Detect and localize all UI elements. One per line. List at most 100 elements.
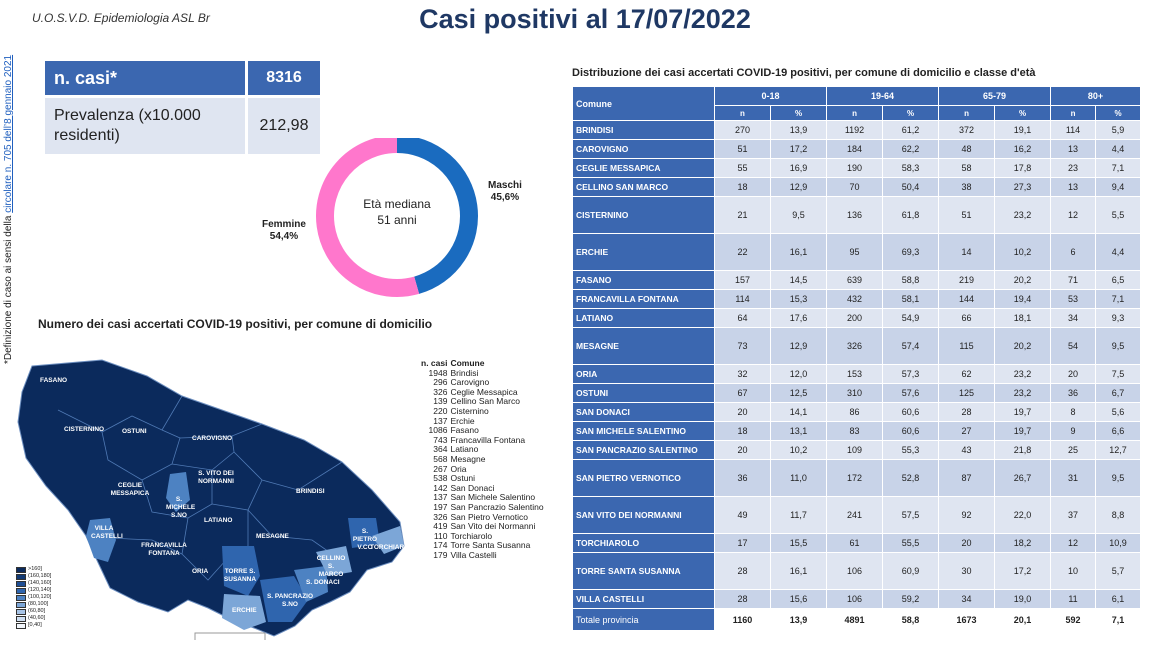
table-cell-pct: 5,5 xyxy=(1095,196,1142,234)
case-definition-note: *Definizione di caso ai sensi della circ… xyxy=(3,44,17,364)
table-cell-n: 20 xyxy=(714,440,771,460)
table-cell-pct: 6,1 xyxy=(1095,589,1142,609)
table-cell-comune: SAN DONACI xyxy=(572,402,715,422)
table-cell-n: 61 xyxy=(826,533,884,553)
list-header-comune: Comune xyxy=(450,358,485,368)
list-item-comune: Erchie xyxy=(450,415,475,426)
table-total-n: 592 xyxy=(1050,608,1097,631)
table-row: SAN VITO DEI NORMANNI 49 11,7 241 57,5 92 22,0… xyxy=(572,496,1142,534)
table-cell-n: 241 xyxy=(826,496,884,534)
table-sub-header-n: n xyxy=(938,105,996,121)
table-cell-pct: 22,0 xyxy=(994,496,1052,534)
donut-slice-male xyxy=(396,138,478,294)
table-cell-n: 31 xyxy=(1050,459,1097,497)
list-item-comune: Carovigno xyxy=(450,377,490,388)
table-cell-n: 109 xyxy=(826,440,884,460)
table-cell-n: 14 xyxy=(938,233,996,271)
age-distribution-table: Comune 0-18 19-64 65-79 80+ n % n % n % … xyxy=(572,86,1142,631)
table-cell-n: 58 xyxy=(938,158,996,178)
page-title: Casi positivi al 17/07/2022 xyxy=(419,4,751,34)
table-row: TORCHIAROLO 17 15,5 61 55,5 20 18,2 12 10,9 xyxy=(572,533,1142,553)
table-cell-n: 54 xyxy=(1050,327,1097,365)
table-cell-n: 106 xyxy=(826,552,884,590)
table-cell-n: 43 xyxy=(938,440,996,460)
table-cell-comune: SAN VITO DEI NORMANNI xyxy=(572,496,715,534)
list-item-comune: Cisternino xyxy=(450,405,489,416)
table-cell-pct: 58,3 xyxy=(882,158,940,178)
table-cell-pct: 6,5 xyxy=(1095,270,1142,290)
legend-label: (100,120] xyxy=(28,594,52,600)
table-row: SAN MICHELE SALENTINO 18 13,1 83 60,6 27 19,7 9… xyxy=(572,421,1142,441)
table-cell-n: 37 xyxy=(1050,496,1097,534)
list-item: 142 San Donaci xyxy=(421,482,544,494)
legend-swatch xyxy=(16,566,26,573)
table-sub-header-n: n xyxy=(1050,105,1097,121)
legend-swatch xyxy=(16,580,26,587)
table-row: TORRE SANTA SUSANNA 28 16,1 106 60,9 30 17,2 10… xyxy=(572,552,1142,590)
table-row: VILLA CASTELLI 28 15,6 106 59,2 34 19,0 11 6,1 xyxy=(572,589,1142,609)
legend-swatch xyxy=(16,608,26,615)
table-cell-pct: 12,9 xyxy=(769,327,828,365)
list-item-comune: Torre Santa Susanna xyxy=(450,540,531,551)
legend-label: (140,160] xyxy=(28,580,52,586)
list-item: 179 Villa Castelli xyxy=(421,550,544,561)
table-cell-comune: SAN MICHELE SALENTINO xyxy=(572,421,715,441)
table-cell-n: 27 xyxy=(938,421,996,441)
legend-label: >160] xyxy=(28,566,42,572)
table-cell-n: 53 xyxy=(1050,289,1097,309)
table-cell-comune: OSTUNI xyxy=(572,383,715,403)
table-row: SAN PANCRAZIO SALENTINO 20 10,2 109 55,3 43 21… xyxy=(572,440,1142,460)
table-cell-n: 270 xyxy=(714,120,771,140)
table-cell-pct: 7,5 xyxy=(1095,364,1142,384)
table-title: Distribuzione dei casi accertati COVID-1… xyxy=(572,67,1036,79)
table-cell-comune: VILLA CASTELLI xyxy=(572,589,715,609)
list-item-count: 142 xyxy=(433,482,448,493)
legend-row: (160,180] xyxy=(16,573,51,580)
table-cell-pct: 20,2 xyxy=(994,270,1052,290)
male-pct: 45,6% xyxy=(490,192,520,203)
table-cell-n: 28 xyxy=(714,589,771,609)
table-cell-pct: 16,9 xyxy=(769,158,828,178)
table-cell-pct: 19,0 xyxy=(994,589,1052,609)
circolare-link[interactable]: circolare n. 705 dell’8 gennaio 2021 xyxy=(3,54,14,213)
map-label-erchie: ERCHIE xyxy=(232,607,257,614)
list-item: 1086 Fasano xyxy=(421,426,544,436)
table-cell-pct: 10,2 xyxy=(994,233,1052,271)
region-erchie xyxy=(222,594,266,630)
table-cell-pct: 14,5 xyxy=(769,270,828,290)
region-san-michele xyxy=(166,472,190,512)
legend-row: (40,60] xyxy=(16,615,51,622)
map-label-oria: ORIA xyxy=(192,568,209,575)
list-item-count: 538 xyxy=(433,473,448,484)
legend-label: [0,40] xyxy=(28,622,42,628)
median-age-label: Età mediana xyxy=(363,197,431,211)
table-row: SAN DONACI 20 14,1 86 60,6 28 19,7 8 5,6 xyxy=(572,402,1142,422)
table-cell-pct: 16,1 xyxy=(769,552,828,590)
list-item-count: 174 xyxy=(433,540,448,551)
list-item: 137 Erchie xyxy=(421,415,544,427)
table-cell-n: 95 xyxy=(826,233,884,271)
list-item-comune: San Michele Salentino xyxy=(450,492,536,503)
table-total-pct: 58,8 xyxy=(882,608,940,631)
table-cell-comune: MESAGNE xyxy=(572,327,715,365)
map-label-mesagne: MESAGNE xyxy=(256,533,289,540)
female-label-text: Femmine xyxy=(262,219,306,230)
list-item: 174 Torre Santa Susanna xyxy=(421,541,544,551)
table-cell-n: 66 xyxy=(938,308,996,328)
table-cell-n: 71 xyxy=(1050,270,1097,290)
table-total-n: 1160 xyxy=(714,608,771,631)
list-item-comune: Ceglie Messapica xyxy=(450,386,518,397)
table-total-n: 1673 xyxy=(938,608,996,631)
table-cell-n: 11 xyxy=(1050,589,1097,609)
list-item-count: 364 xyxy=(433,444,448,455)
table-cell-pct: 14,1 xyxy=(769,402,828,422)
prevalence-label: Prevalenza (x10.000 residenti) xyxy=(45,98,245,154)
table-cell-n: 34 xyxy=(1050,308,1097,328)
cases-value: 8316 xyxy=(248,61,320,95)
list-item-count: 568 xyxy=(433,453,448,464)
table-cell-pct: 50,4 xyxy=(882,177,940,197)
table-cell-n: 9 xyxy=(1050,421,1097,441)
table-cell-pct: 17,2 xyxy=(994,552,1052,590)
table-cell-pct: 8,8 xyxy=(1095,496,1142,534)
table-cell-n: 18 xyxy=(714,421,771,441)
